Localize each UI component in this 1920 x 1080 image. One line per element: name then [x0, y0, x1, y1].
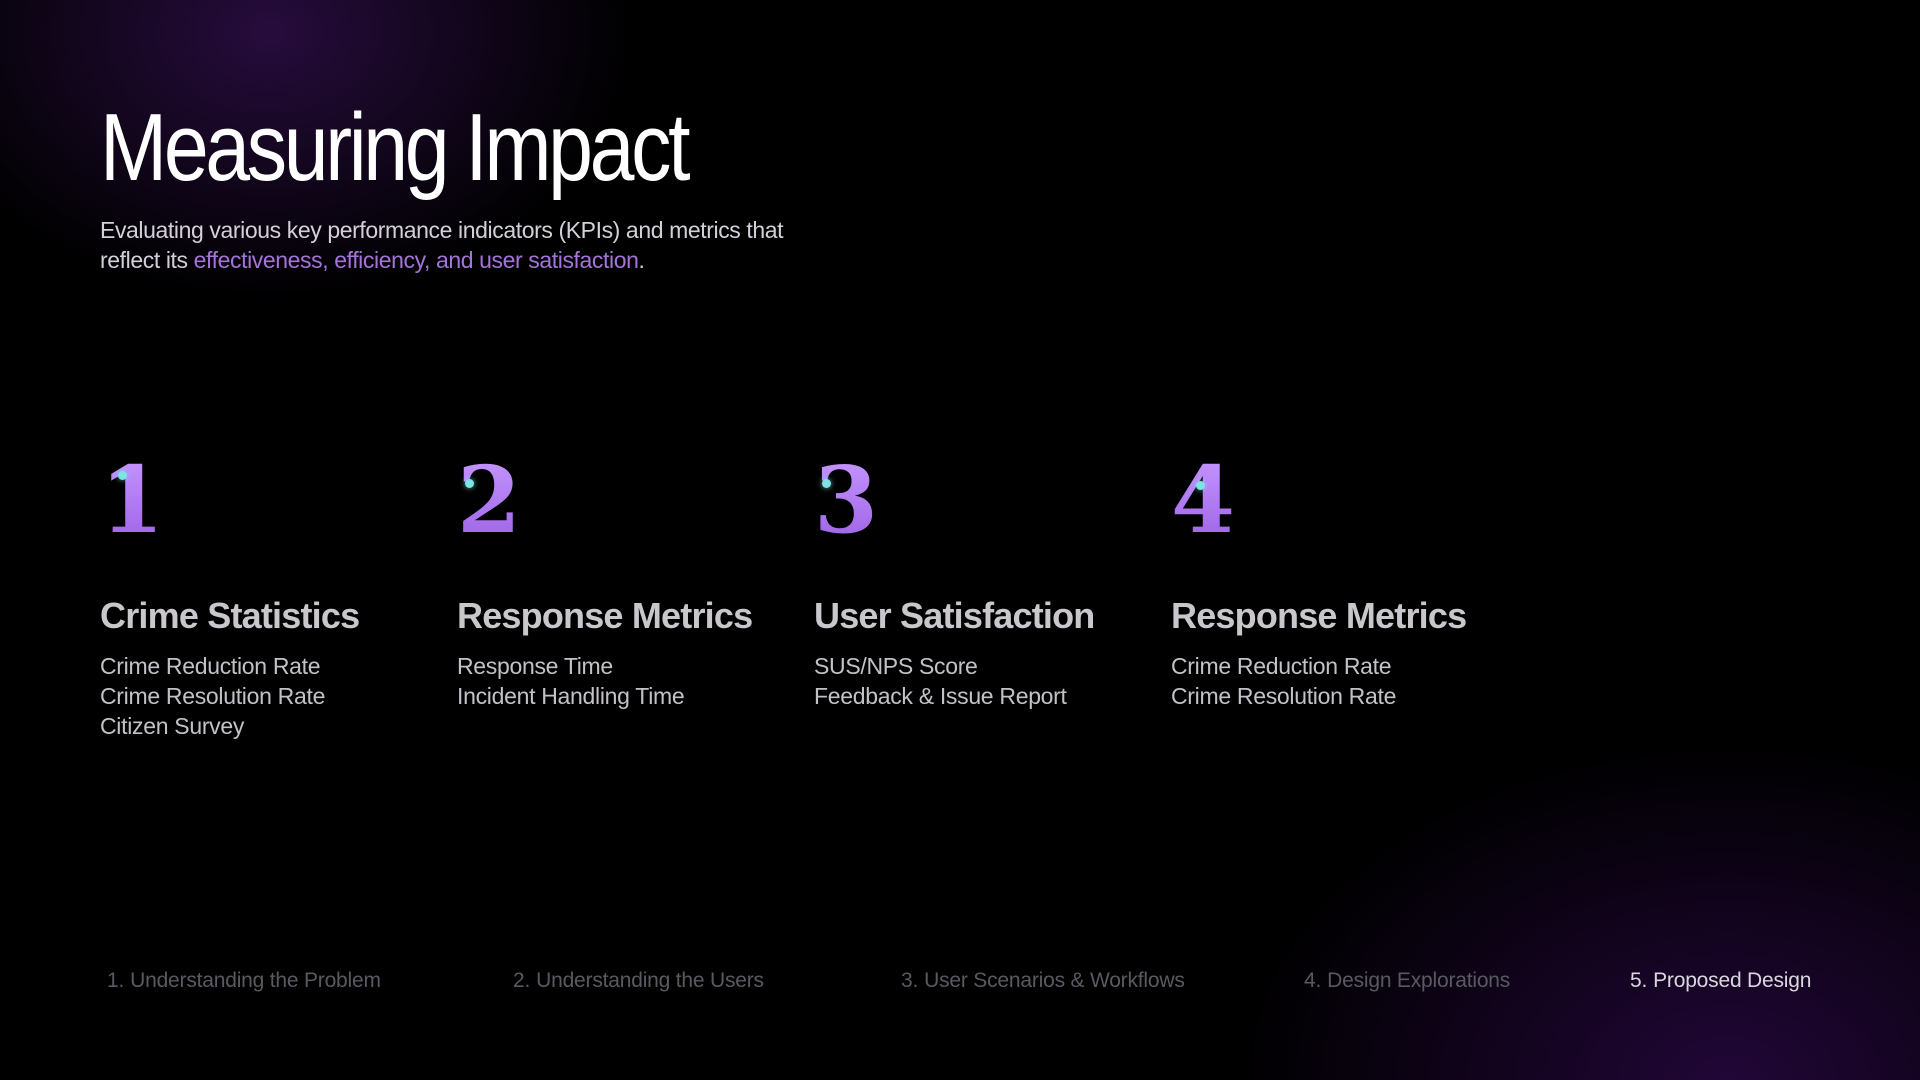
nav-item-design-explorations[interactable]: 4. Design Explorations	[1304, 966, 1510, 996]
metric-item: Crime Reduction Rate	[100, 653, 321, 679]
nav-item-user-scenarios-workflows[interactable]: 3. User Scenarios & Workflows	[901, 966, 1185, 996]
sparkle-dot-icon	[1196, 481, 1205, 490]
metric-number-3: 3	[814, 455, 878, 545]
metric-item: SUS/NPS Score	[814, 653, 978, 679]
metric-item: Feedback & Issue Report	[814, 683, 1067, 709]
metric-heading-3: User Satisfaction	[814, 595, 1095, 636]
metric-item: Crime Resolution Rate	[100, 683, 326, 709]
metric-number-1: 1	[100, 455, 164, 545]
sparkle-dot-icon	[822, 479, 831, 488]
metric-list-2: Response Time Incident Handling Time	[457, 651, 685, 711]
metric-item: Incident Handling Time	[457, 683, 685, 709]
section-nav: 1. Understanding the Problem 2. Understand…	[0, 966, 1920, 996]
metric-card-2: 2 Response Metrics Response Time Inciden…	[457, 455, 797, 709]
metric-card-3: 3 User Satisfaction SUS/NPS Score Feedba…	[814, 455, 1154, 709]
metric-number-1-text: 1	[100, 446, 165, 554]
metric-list-4: Crime Reduction Rate Crime Resolution Ra…	[1171, 651, 1396, 711]
nav-item-proposed-design[interactable]: 5. Proposed Design	[1630, 966, 1811, 996]
metric-list-3: SUS/NPS Score Feedback & Issue Report	[814, 651, 1067, 711]
sparkle-dot-icon	[465, 479, 474, 488]
metric-item: Crime Resolution Rate	[1171, 683, 1397, 709]
sparkle-dot-icon	[118, 471, 127, 480]
nav-item-number: 3.	[901, 969, 919, 992]
metric-heading-1: Crime Statistics	[100, 595, 360, 636]
metric-number-4: 4	[1171, 455, 1235, 545]
metric-list-1: Crime Reduction Rate Crime Resolution Ra…	[100, 651, 325, 741]
nav-item-label: User Scenarios & Workflows	[924, 969, 1185, 992]
metric-card-4: 4 Response Metrics Crime Reduction Rate …	[1171, 455, 1511, 709]
nav-item-number: 1.	[107, 969, 125, 992]
subtitle-end: .	[638, 247, 645, 273]
nav-item-label: Design Explorations	[1327, 969, 1511, 992]
metric-card-1: 1 Crime Statistics Crime Reduction Rate …	[100, 455, 440, 739]
metric-heading-4: Response Metrics	[1171, 595, 1467, 636]
metric-item: Citizen Survey	[100, 713, 245, 739]
metric-item: Crime Reduction Rate	[1171, 653, 1392, 679]
page-title: Measuring Impact	[100, 94, 691, 201]
page-subtitle: Evaluating various key performance indic…	[100, 215, 820, 275]
subtitle-text: Evaluating various key performance indic…	[100, 217, 784, 273]
nav-item-label: Understanding the Problem	[130, 969, 381, 992]
nav-item-understanding-the-users[interactable]: 2. Understanding the Users	[513, 966, 764, 996]
metric-number-4-text: 4	[1171, 446, 1236, 554]
subtitle-highlight: effectiveness, efficiency, and user sati…	[193, 247, 639, 273]
metric-number-3-text: 3	[814, 446, 879, 554]
nav-item-label: Proposed Design	[1653, 969, 1812, 992]
metric-heading-2: Response Metrics	[457, 595, 753, 636]
nav-item-number: 4.	[1304, 969, 1322, 992]
nav-item-label: Understanding the Users	[536, 969, 764, 992]
metric-number-2-text: 2	[457, 446, 522, 554]
nav-item-understanding-the-problem[interactable]: 1. Understanding the Problem	[107, 966, 381, 996]
metric-item: Response Time	[457, 653, 613, 679]
nav-item-number: 2.	[513, 969, 531, 992]
metric-number-2: 2	[457, 455, 521, 545]
nav-item-number: 5.	[1630, 969, 1648, 992]
